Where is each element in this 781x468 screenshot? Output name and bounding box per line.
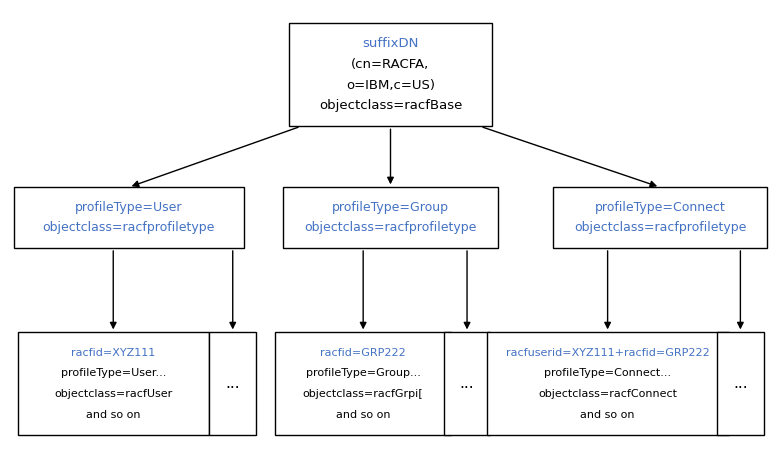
FancyBboxPatch shape bbox=[289, 23, 492, 126]
Text: profileType=Group...: profileType=Group... bbox=[305, 368, 421, 379]
Text: racfid=XYZ111: racfid=XYZ111 bbox=[71, 348, 155, 358]
FancyBboxPatch shape bbox=[14, 187, 244, 248]
FancyBboxPatch shape bbox=[444, 332, 490, 435]
Text: profileType=Connect: profileType=Connect bbox=[594, 201, 726, 214]
FancyBboxPatch shape bbox=[717, 332, 764, 435]
Text: objectclass=racfGrpi[: objectclass=racfGrpi[ bbox=[303, 389, 423, 399]
Text: o=IBM,c=US): o=IBM,c=US) bbox=[346, 79, 435, 92]
Text: objectclass=racfBase: objectclass=racfBase bbox=[319, 99, 462, 112]
Text: profileType=Group: profileType=Group bbox=[332, 201, 449, 214]
Text: profileType=User: profileType=User bbox=[75, 201, 183, 214]
Text: objectclass=racfprofiletype: objectclass=racfprofiletype bbox=[574, 221, 746, 234]
Text: profileType=User...: profileType=User... bbox=[61, 368, 166, 379]
FancyBboxPatch shape bbox=[487, 332, 729, 435]
FancyBboxPatch shape bbox=[17, 332, 209, 435]
Text: and so on: and so on bbox=[336, 410, 390, 420]
FancyBboxPatch shape bbox=[283, 187, 498, 248]
FancyBboxPatch shape bbox=[209, 332, 256, 435]
Text: objectclass=racfprofiletype: objectclass=racfprofiletype bbox=[305, 221, 476, 234]
Text: suffixDN: suffixDN bbox=[362, 37, 419, 51]
Text: racfid=GRP222: racfid=GRP222 bbox=[320, 348, 406, 358]
Text: profileType=Connect...: profileType=Connect... bbox=[544, 368, 671, 379]
FancyBboxPatch shape bbox=[275, 332, 451, 435]
Text: and so on: and so on bbox=[580, 410, 635, 420]
Text: ...: ... bbox=[226, 376, 240, 391]
Text: and so on: and so on bbox=[86, 410, 141, 420]
Text: objectclass=racfprofiletype: objectclass=racfprofiletype bbox=[43, 221, 215, 234]
Text: ...: ... bbox=[733, 376, 747, 391]
Text: racfuserid=XYZ111+racfid=GRP222: racfuserid=XYZ111+racfid=GRP222 bbox=[506, 348, 709, 358]
Text: ...: ... bbox=[460, 376, 474, 391]
Text: objectclass=racfUser: objectclass=racfUser bbox=[54, 389, 173, 399]
FancyBboxPatch shape bbox=[553, 187, 767, 248]
Text: (cn=RACFA,: (cn=RACFA, bbox=[351, 58, 430, 71]
Text: objectclass=racfConnect: objectclass=racfConnect bbox=[538, 389, 677, 399]
